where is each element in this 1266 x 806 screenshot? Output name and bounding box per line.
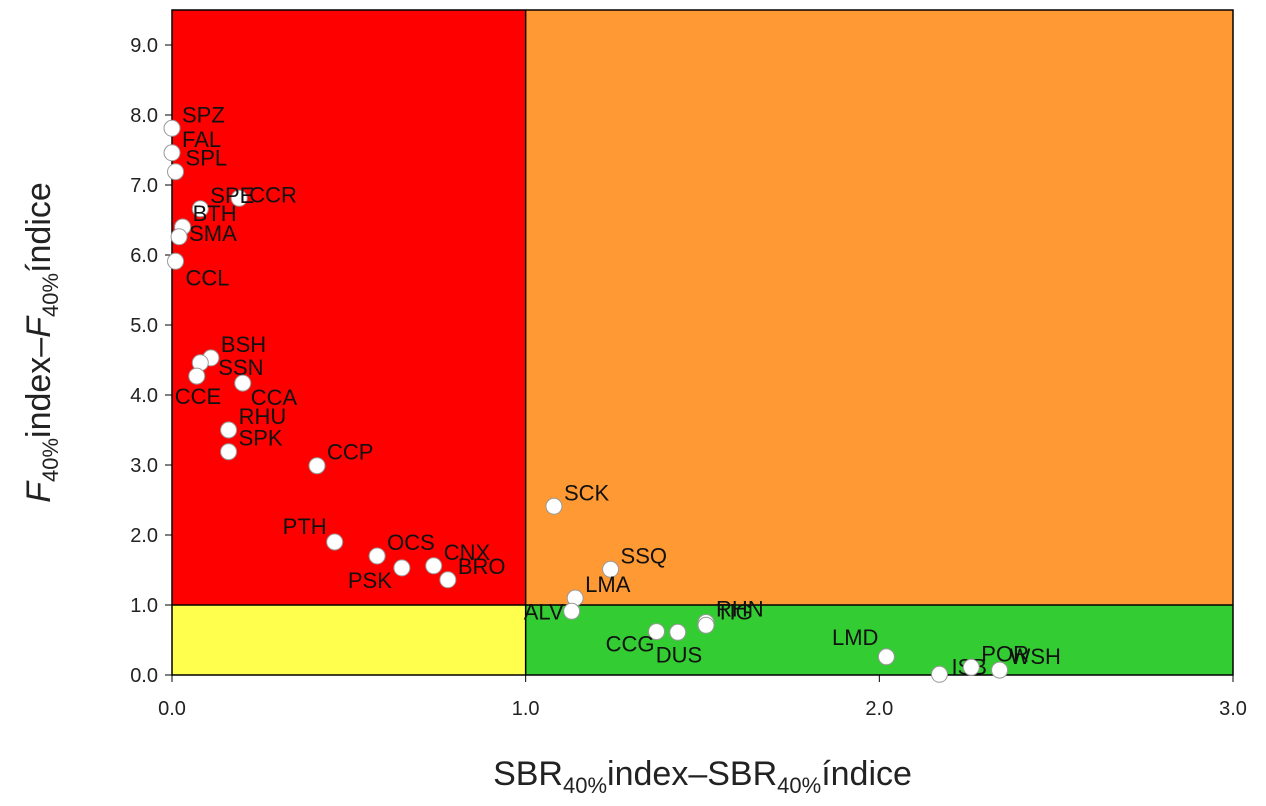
region [172,605,526,675]
x-axis-title-part: 40% [777,773,821,798]
point-label: FAL [182,127,221,152]
y-axis-title-part: 40% [38,438,63,482]
y-tick-label: 9.0 [130,35,158,57]
y-axis-title-part: F [20,315,58,338]
point [669,623,687,641]
point-label: SMA [189,221,237,246]
point [191,200,209,218]
x-tick-label: 2.0 [865,698,893,720]
point-label: SSQ [621,543,667,568]
y-tick-label: 1.0 [130,595,158,617]
point [930,665,948,683]
y-tick-label: 8.0 [130,105,158,127]
region [525,605,1233,675]
point-label: POR [981,641,1029,666]
point-label: SPZ [182,102,225,127]
point-label: WSH [1010,644,1061,669]
y-tick-label: 0.0 [130,665,158,687]
point-label: ALV [524,599,564,624]
y-tick-label: 4.0 [130,385,158,407]
x-tick-label: 1.0 [512,698,540,720]
y-axis-title-part: 40% [38,273,63,317]
point [167,163,185,181]
point [877,648,895,666]
point-label: SPL [186,146,228,171]
point [393,559,411,577]
point [545,497,563,515]
point [962,658,980,676]
point-label: RHU [239,404,287,429]
point-label: PSK [348,568,392,593]
point [602,560,620,578]
point-label: CCA [251,385,298,410]
x-axis-title-part: índice [821,755,912,793]
point-label: LMD [832,625,878,650]
y-tick-label: 2.0 [130,525,158,547]
y-axis-title: F40%index–F40%índice [20,182,63,503]
point [220,443,238,461]
point-label: TIG [716,599,753,624]
point-label: SCK [564,480,610,505]
point-label: SPK [239,426,283,451]
x-tick-label: 0.0 [158,698,186,720]
x-axis-title-part: SBR [493,755,563,793]
point [991,661,1009,679]
x-axis-title: SBR40%index–SBR40%índice [493,755,912,798]
point [230,189,248,207]
y-tick-label: 7.0 [130,175,158,197]
point [439,571,457,589]
point-label: DUS [656,642,702,667]
point-label: CCE [175,384,221,409]
point [220,421,238,439]
y-axis-title-part: F [20,480,58,503]
point [188,367,206,385]
x-axis-title-part: 40% [563,773,607,798]
point [697,616,715,634]
y-tick-label: 6.0 [130,245,158,267]
point-label: CCL [186,265,230,290]
point [425,557,443,575]
point-label: LMA [585,572,631,597]
point [648,623,666,641]
point [163,119,181,137]
point-label: RHN [716,597,764,622]
point-label: BSH [221,332,266,357]
plot-frame [171,9,1234,676]
point [368,547,386,565]
y-tick-label: 5.0 [130,315,158,337]
point-label: PTH [283,514,327,539]
point [167,252,185,270]
y-axis-title-part: index– [20,338,58,438]
point [308,457,326,475]
point-label: CCG [606,632,655,657]
point [326,533,344,551]
point-label: CNX [444,540,491,565]
point [234,374,252,392]
point-label: OCS [387,530,435,555]
x-tick-label: 3.0 [1219,698,1247,720]
point-label: CCR [249,182,297,207]
region [525,10,1233,605]
region [172,10,526,605]
point [563,602,581,620]
point-label: CCP [327,440,373,465]
point-label: BTH [193,201,237,226]
point-label: BRO [458,554,506,579]
point [163,144,181,162]
point [170,228,188,246]
point-label: SPE [210,183,254,208]
y-tick-label: 3.0 [130,455,158,477]
y-axis-title-part: índice [20,182,58,273]
x-axis-title-part: index–SBR [607,755,777,793]
